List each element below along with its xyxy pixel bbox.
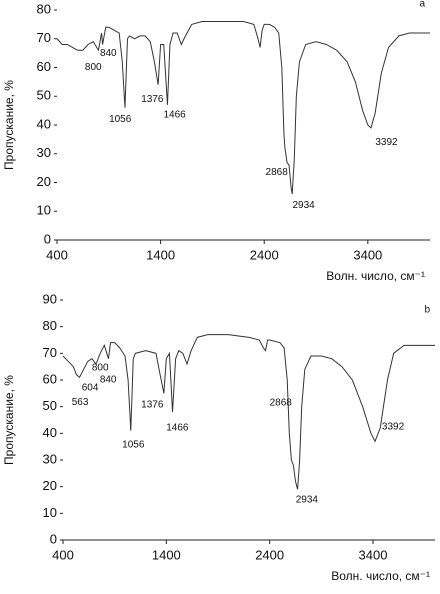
y-tick-label: 40 xyxy=(43,425,57,440)
peak-label: 2934 xyxy=(292,200,315,211)
y-tick-label: 70 xyxy=(37,30,51,45)
y-tick-label: 70 xyxy=(43,345,57,360)
y-tick-label: 20 xyxy=(37,174,51,189)
peak-label: 840 xyxy=(100,48,117,59)
peak-label: 2868 xyxy=(266,167,289,178)
x-tick-label: 2400 xyxy=(250,247,279,262)
x-tick-label: 1400 xyxy=(152,547,181,562)
y-tick-label: 10 xyxy=(43,505,57,520)
x-tick-label: 400 xyxy=(46,247,68,262)
peak-label: 1376 xyxy=(141,400,164,411)
y-tick-label: 40 xyxy=(37,116,51,131)
peak-label: 1056 xyxy=(122,440,145,451)
peak-label: 800 xyxy=(92,363,109,374)
x-tick-label: 3400 xyxy=(359,547,388,562)
peak-label: 3392 xyxy=(375,137,398,148)
y-tick-label: 0 xyxy=(50,531,57,546)
y-tick-label: 90 xyxy=(43,291,57,306)
y-tick-label: 80 xyxy=(37,1,51,16)
x-tick-label: 400 xyxy=(52,547,74,562)
y-tick-label: 30 xyxy=(43,451,57,466)
peak-label: 604 xyxy=(82,383,99,394)
spectrum-line xyxy=(56,21,430,195)
peak-label: 1056 xyxy=(109,114,132,125)
x-tick-label: 2400 xyxy=(255,547,284,562)
peak-label: 1466 xyxy=(166,423,189,434)
y-tick-label: 50 xyxy=(37,88,51,103)
peak-label: 1376 xyxy=(141,94,164,105)
peak-label: 2868 xyxy=(270,398,293,409)
x-tick-label: 3400 xyxy=(353,247,382,262)
y-axis-label: Пропускание, % xyxy=(2,80,16,170)
y-tick-label: 60 xyxy=(43,371,57,386)
y-tick-label: 20 xyxy=(43,478,57,493)
y-tick-label: 30 xyxy=(37,145,51,160)
x-axis-label: Волн. число, см⁻¹ xyxy=(331,569,430,583)
y-tick-label: 0 xyxy=(44,231,51,246)
peak-label: 1466 xyxy=(163,110,186,121)
peak-label: 2934 xyxy=(296,495,319,506)
y-tick-label: 50 xyxy=(43,398,57,413)
peak-label: 563 xyxy=(72,397,89,408)
y-tick-label: 60 xyxy=(37,59,51,74)
spectrum-line xyxy=(62,334,435,490)
peak-label: 800 xyxy=(85,62,102,73)
y-tick-label: 10 xyxy=(37,203,51,218)
x-tick-label: 1400 xyxy=(146,247,175,262)
x-axis-label: Волн. число, см⁻¹ xyxy=(326,269,425,283)
panel-label: b xyxy=(424,305,430,316)
y-tick-label: 80 xyxy=(43,318,57,333)
peak-label: 840 xyxy=(100,375,117,386)
peak-label: 3392 xyxy=(382,422,405,433)
panel-label: a xyxy=(419,0,425,10)
y-axis-label: Пропускание, % xyxy=(2,375,16,465)
